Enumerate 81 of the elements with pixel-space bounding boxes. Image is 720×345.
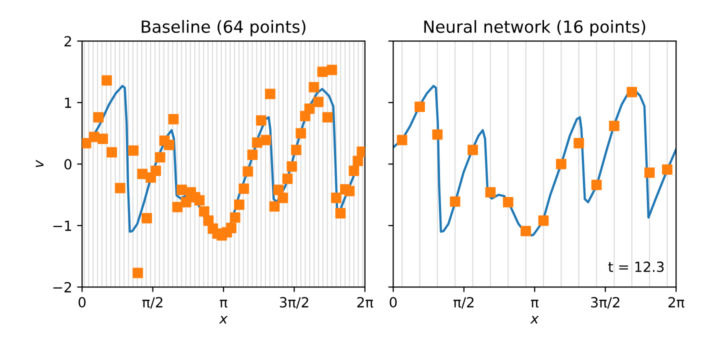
point: [432, 129, 443, 140]
point: [282, 174, 293, 184]
x-tick-label: 2π: [357, 297, 374, 308]
y-tick-label: 1: [65, 98, 72, 108]
point: [556, 158, 566, 170]
point: [626, 86, 638, 98]
point: [172, 202, 183, 212]
point: [256, 115, 266, 126]
x-tick-label: 3π/2: [280, 297, 308, 309]
y-tick-label: 2: [64, 36, 71, 46]
x-tick-label: 0: [78, 297, 86, 308]
point: [574, 138, 584, 148]
point: [230, 212, 240, 223]
point: [348, 166, 360, 176]
point: [502, 196, 514, 208]
chart-title: Baseline (64 points): [142, 20, 306, 36]
point: [106, 147, 117, 158]
x-tick-label: π: [220, 300, 228, 308]
point: [198, 206, 210, 217]
point: [93, 112, 104, 123]
x-tick-label: π/2: [454, 297, 474, 309]
y-tick-label: 0: [64, 159, 72, 170]
point: [137, 168, 148, 180]
point: [142, 212, 152, 224]
point: [644, 167, 655, 178]
point: [114, 182, 126, 194]
point: [150, 166, 162, 176]
annotation: t = 12.3: [608, 262, 664, 272]
point: [520, 226, 532, 236]
point: [485, 187, 496, 198]
point: [538, 215, 549, 226]
point: [286, 161, 298, 172]
point: [591, 180, 602, 190]
x-tick-label: 3π/2: [591, 297, 620, 309]
point: [609, 120, 620, 132]
point: [154, 152, 166, 162]
point: [180, 196, 192, 208]
chart-title: Neural network (16 points): [424, 20, 646, 36]
point: [317, 66, 328, 77]
point: [242, 166, 254, 177]
point: [278, 192, 288, 204]
y-tick-label: −2: [53, 282, 71, 292]
x-tick-label: 2π: [668, 297, 684, 308]
point: [322, 112, 333, 123]
point: [269, 201, 280, 212]
point: [102, 75, 112, 86]
point: [247, 150, 258, 160]
point: [313, 96, 324, 108]
point: [226, 222, 236, 234]
point: [414, 102, 425, 112]
point: [98, 134, 108, 144]
point: [264, 88, 276, 100]
point: [290, 144, 302, 156]
y-axis-title: v: [36, 160, 44, 168]
point: [168, 114, 179, 124]
point: [296, 128, 306, 138]
y-tick-label: −1: [53, 220, 72, 231]
point: [335, 208, 346, 218]
point: [238, 183, 250, 194]
point: [468, 144, 478, 156]
x-axis-title: x: [219, 316, 228, 324]
point: [326, 64, 338, 76]
point: [128, 145, 139, 156]
x-tick-label: π/2: [142, 297, 162, 309]
point: [260, 134, 272, 146]
point: [352, 156, 364, 166]
point: [344, 186, 355, 196]
x-axis-title: x: [530, 316, 539, 324]
point: [331, 192, 342, 204]
x-tick-label: π: [530, 300, 538, 308]
point: [164, 140, 174, 150]
point: [194, 195, 205, 206]
point: [450, 196, 460, 207]
point: [662, 164, 672, 175]
point: [396, 134, 408, 146]
point: [304, 104, 315, 114]
point: [176, 184, 188, 196]
point: [234, 199, 244, 210]
point: [132, 268, 144, 278]
x-tick-label: 0: [390, 297, 397, 308]
point: [308, 82, 320, 92]
